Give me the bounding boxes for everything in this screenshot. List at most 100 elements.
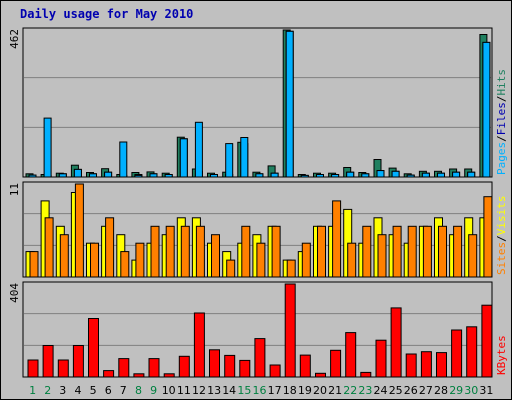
hits-files-pages-pages-bar-day-30 <box>467 171 476 178</box>
visits-sites-sites-bar-day-28 <box>438 225 447 278</box>
kbytes-kbytes-bar-day-9 <box>148 358 160 378</box>
hits-files-pages-pages-bar-day-9 <box>149 173 158 178</box>
x-tick-label-day-31: 31 <box>479 384 493 397</box>
visits-sites-legend: Sites/Visits <box>495 196 508 276</box>
hits-files-pages-pages-bar-day-5 <box>89 173 97 178</box>
visits-sites-sites-bar-day-19 <box>301 242 311 278</box>
visits-sites-sites-bar-day-1 <box>29 251 39 278</box>
x-tick-label-day-23: 23 <box>358 384 372 397</box>
kbytes-kbytes-bar-day-24 <box>375 339 387 378</box>
visits-sites-sites-bar-day-18 <box>286 259 296 278</box>
kbytes-kbytes-bar-day-8 <box>133 373 145 378</box>
x-tick-label-day-8: 8 <box>135 384 142 397</box>
hits-files-pages-pages-bar-day-29 <box>452 171 461 178</box>
x-tick-label-day-2: 2 <box>44 384 51 397</box>
x-tick-label-day-1: 1 <box>29 384 36 397</box>
legend-entry-sites: Sites <box>495 242 508 275</box>
visits-sites-sites-bar-day-29 <box>453 225 463 278</box>
hits-files-pages-pages-bar-day-3 <box>58 173 67 178</box>
hits-files-pages-pages-bar-day-28 <box>437 172 445 178</box>
kbytes-kbytes-bar-day-7 <box>118 358 130 378</box>
legend-entry-hits: Hits <box>495 69 508 96</box>
kbytes-kbytes-bar-day-14 <box>224 354 236 378</box>
visits-sites-sites-bar-day-17 <box>271 225 281 278</box>
legend-entry-separator: / <box>495 135 508 142</box>
kbytes-legend: KBytes <box>495 335 508 375</box>
legend-entry-separator: / <box>495 96 508 103</box>
visits-sites-sites-bar-day-26 <box>407 225 417 278</box>
visits-sites-sites-bar-day-10 <box>165 225 175 278</box>
kbytes-kbytes-bar-day-5 <box>88 318 99 378</box>
hits-files-pages-pages-bar-day-19 <box>300 174 309 178</box>
visits-sites-sites-bar-day-2 <box>44 217 54 278</box>
visits-sites-ymax-label: 11 <box>8 183 21 196</box>
kbytes-kbytes-bar-day-17 <box>269 364 281 378</box>
hits-files-pages-pages-bar-day-14 <box>225 143 234 178</box>
x-tick-label-day-30: 30 <box>464 384 478 397</box>
hits-files-pages-pages-bar-day-16 <box>255 173 264 178</box>
visits-sites-sites-bar-day-7 <box>120 251 130 278</box>
kbytes-kbytes-bar-day-23 <box>360 371 372 378</box>
legend-entry-files: Files <box>495 102 508 135</box>
visits-sites-sites-bar-day-24 <box>377 234 387 278</box>
x-tick-label-day-27: 27 <box>419 384 433 397</box>
hits-files-pages-pages-bar-day-21 <box>331 174 340 178</box>
hits-files-pages-pages-bar-day-7 <box>119 141 128 178</box>
chart-title: Daily usage for May 2010 <box>20 7 194 21</box>
hits-files-pages-legend: Pages/Files/Hits <box>495 69 508 175</box>
hits-files-pages-pages-bar-day-1 <box>28 174 37 178</box>
x-tick-label-day-29: 29 <box>449 384 463 397</box>
x-tick-label-day-22: 22 <box>343 384 357 397</box>
x-tick-label-day-17: 17 <box>268 384 282 397</box>
visits-sites-sites-bar-day-20 <box>317 225 326 278</box>
hits-files-pages-pages-bar-day-22 <box>346 171 355 178</box>
legend-entry-visits: Visits <box>495 196 508 236</box>
visits-sites-sites-bar-day-8 <box>135 242 145 278</box>
kbytes-kbytes-bar-day-22 <box>345 332 357 378</box>
visits-sites-sites-bar-day-12 <box>195 225 205 278</box>
visits-sites-sites-bar-day-5 <box>90 242 99 278</box>
hits-files-pages-pages-bar-day-15 <box>240 137 249 178</box>
kbytes-ymax-label: 404 <box>8 283 21 303</box>
visits-sites-sites-bar-day-31 <box>483 196 493 278</box>
kbytes-kbytes-bar-day-10 <box>163 373 175 378</box>
hits-files-pages-ymax-label: 462 <box>8 29 21 49</box>
visits-sites-sites-bar-day-21 <box>332 200 342 278</box>
hits-files-pages-pages-bar-day-27 <box>421 172 430 178</box>
x-tick-label-day-9: 9 <box>150 384 157 397</box>
legend-entry-separator: / <box>495 235 508 242</box>
hits-files-pages-pages-bar-day-13 <box>210 174 218 178</box>
visits-sites-sites-bar-day-3 <box>59 234 69 278</box>
x-tick-label-day-5: 5 <box>90 384 97 397</box>
kbytes-kbytes-bar-day-19 <box>299 354 311 378</box>
visits-sites-sites-bar-day-15 <box>241 225 251 278</box>
hits-files-pages-pages-bar-day-26 <box>406 174 415 178</box>
kbytes-kbytes-bar-day-26 <box>405 353 417 378</box>
visits-sites-sites-bar-day-22 <box>347 242 357 278</box>
hits-files-pages-pages-bar-day-12 <box>194 121 203 178</box>
x-tick-label-day-18: 18 <box>283 384 297 397</box>
visits-sites-sites-bar-day-16 <box>256 242 266 278</box>
kbytes-kbytes-bar-day-11 <box>178 355 190 378</box>
kbytes-kbytes-bar-day-2 <box>42 345 54 378</box>
kbytes-kbytes-bar-day-28 <box>436 352 447 378</box>
kbytes-kbytes-bar-day-12 <box>193 312 205 378</box>
x-tick-label-day-24: 24 <box>374 384 388 397</box>
kbytes-kbytes-bar-day-1 <box>27 359 39 378</box>
kbytes-kbytes-bar-day-13 <box>209 349 220 378</box>
x-tick-label-day-20: 20 <box>313 384 327 397</box>
kbytes-kbytes-bar-day-4 <box>72 345 84 378</box>
x-tick-label-day-15: 15 <box>237 384 251 397</box>
hits-files-pages-pages-bar-day-17 <box>270 172 279 178</box>
hits-files-pages-pages-bar-day-31 <box>482 41 491 178</box>
kbytes-kbytes-bar-day-27 <box>420 351 432 378</box>
x-tick-label-day-21: 21 <box>328 384 342 397</box>
hits-files-pages-pages-bar-day-18 <box>285 30 294 178</box>
visits-sites-sites-bar-day-27 <box>422 225 432 278</box>
x-tick-label-day-19: 19 <box>298 384 312 397</box>
x-tick-label-day-10: 10 <box>162 384 176 397</box>
visits-sites-sites-bar-day-6 <box>105 217 115 278</box>
legend-entry-pages: Pages <box>495 142 508 175</box>
